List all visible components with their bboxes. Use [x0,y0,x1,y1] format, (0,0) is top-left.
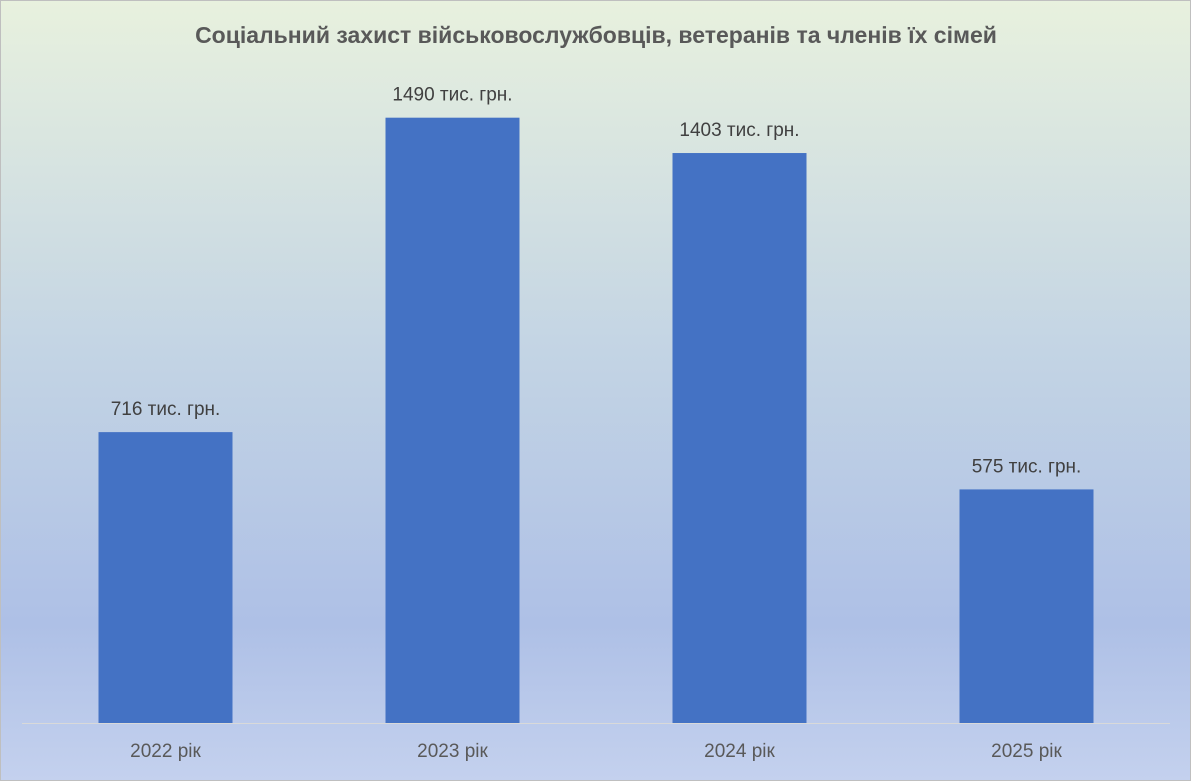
bar [959,489,1094,723]
data-label: 575 тис. грн. [972,456,1082,477]
x-tick-label: 2025 рік [991,741,1062,762]
bar [98,432,233,723]
data-label: 716 тис. грн. [111,399,221,420]
data-label: 1403 тис. грн. [679,120,799,141]
x-tick-label: 2022 рік [130,741,201,762]
data-label: 1490 тис. грн. [392,85,512,106]
bar [385,117,520,723]
x-tick-label: 2024 рік [704,741,775,762]
bar [672,153,807,723]
x-tick-label: 2023 рік [417,741,488,762]
chart-title: Соціальний захист військовослужбовців, в… [195,22,997,48]
